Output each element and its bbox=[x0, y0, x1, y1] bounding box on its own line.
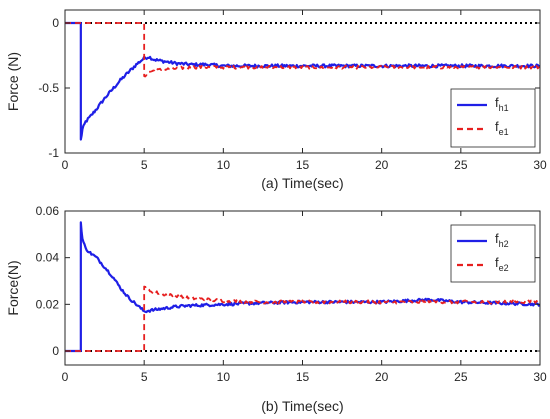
panel-a-legend-fh1-main: f bbox=[495, 95, 499, 110]
panel-a-legend-fe1-sub: e1 bbox=[499, 127, 509, 137]
panel-b-legend-fe2-main: f bbox=[495, 255, 499, 270]
panel-b-legend: fh2 fe2 bbox=[450, 224, 536, 283]
series-line-fh2 bbox=[65, 221, 540, 353]
panel-a-legend-box bbox=[450, 88, 536, 148]
series-line-fe1 bbox=[65, 22, 540, 78]
panel-b: 0 5 10 15 20 25 30 0 0.02 0.04 0.06 (b) Time(sec)… bbox=[5, 204, 547, 414]
x-tick-label: 5 bbox=[141, 370, 148, 384]
panel-a-legend: fh1 fe1 bbox=[450, 88, 536, 148]
x-tick-label: 25 bbox=[454, 370, 468, 384]
panel-a-legend-entry-fe1: fe1 bbox=[495, 119, 509, 137]
panel-b-x-axis-label: (b) Time(sec) bbox=[261, 398, 343, 414]
panel-a-x-axis-label: (a) Time(sec) bbox=[261, 175, 343, 191]
x-tick-label: 25 bbox=[454, 158, 468, 172]
x-tick-label: 0 bbox=[62, 370, 69, 384]
panel-b-legend-entry-fh2: fh2 bbox=[495, 231, 509, 249]
panel-a-legend-fe1-main: f bbox=[495, 119, 499, 134]
panel-a-legend-entry-fh1: fh1 bbox=[495, 95, 509, 113]
x-tick-label: 5 bbox=[141, 158, 148, 172]
series-line-fe2 bbox=[65, 285, 540, 352]
y-tick-label: 0 bbox=[52, 16, 59, 30]
x-tick-label: 15 bbox=[296, 370, 310, 384]
panel-b-legend-fe2-sub: e2 bbox=[499, 263, 509, 273]
y-tick-label: 0.04 bbox=[36, 251, 60, 265]
panel-a-legend-fh1-sub: h1 bbox=[499, 103, 509, 113]
x-tick-label: 30 bbox=[533, 370, 547, 384]
y-tick-label: -1 bbox=[48, 146, 59, 160]
panel-b-legend-fh2-sub: h2 bbox=[499, 239, 509, 249]
panel-a: 0 5 10 15 20 25 30 0 -0.5 -1 (a) Time(sec) Force… bbox=[5, 9, 547, 191]
y-tick-label: 0 bbox=[52, 344, 59, 358]
panel-b-legend-entry-fe2: fe2 bbox=[495, 255, 509, 273]
x-tick-label: 15 bbox=[296, 158, 310, 172]
x-tick-label: 20 bbox=[375, 158, 389, 172]
y-tick-label: -0.5 bbox=[38, 81, 59, 95]
x-tick-label: 0 bbox=[62, 158, 69, 172]
panel-a-series-layer bbox=[65, 21, 540, 141]
x-tick-label: 10 bbox=[217, 370, 231, 384]
y-tick-label: 0.06 bbox=[36, 204, 60, 218]
y-tick-label: 0.02 bbox=[36, 297, 60, 311]
panel-a-y-axis-label: Force (N) bbox=[5, 52, 21, 111]
x-tick-label: 10 bbox=[217, 158, 231, 172]
panel-a-y-ticks: 0 -0.5 -1 bbox=[38, 16, 540, 160]
panel-b-y-ticks: 0 0.02 0.04 0.06 bbox=[36, 204, 540, 358]
panel-b-series-layer bbox=[65, 221, 540, 353]
panel-a-x-ticks: 0 5 10 15 20 25 30 bbox=[62, 10, 547, 172]
panel-b-legend-box bbox=[450, 224, 536, 283]
panel-b-y-axis-label: Force(N) bbox=[5, 260, 21, 315]
panel-b-legend-fh2-main: f bbox=[495, 231, 499, 246]
panel-b-x-ticks: 0 5 10 15 20 25 30 bbox=[62, 211, 547, 384]
x-tick-label: 30 bbox=[533, 158, 547, 172]
x-tick-label: 20 bbox=[375, 370, 389, 384]
